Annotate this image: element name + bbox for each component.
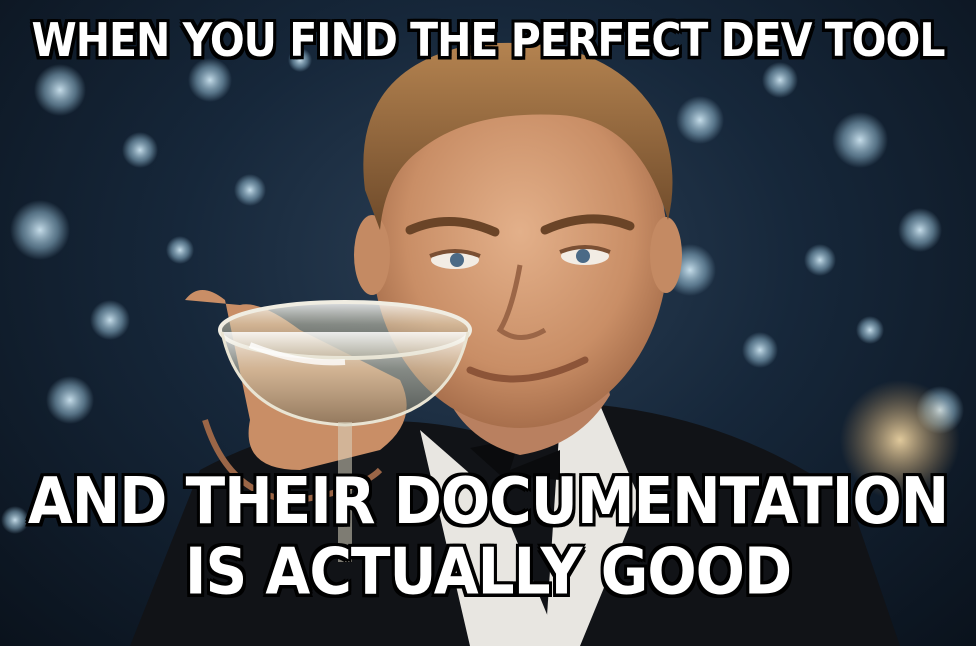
bottom-caption-line-1: AND THEIR DOCUMENTATION xyxy=(27,463,949,539)
top-caption: WHEN YOU FIND THE PERFECT DEV TOOL xyxy=(31,13,945,68)
champagne-glass-icon xyxy=(185,290,472,562)
man-face xyxy=(354,42,682,455)
bokeh-lights xyxy=(1,48,964,534)
bottom-caption: AND THEIR DOCUMENTATION IS ACTUALLY GOOD xyxy=(0,466,976,607)
tuxedo xyxy=(130,405,900,646)
bottom-caption-line-2: IS ACTUALLY GOOD xyxy=(184,534,792,609)
